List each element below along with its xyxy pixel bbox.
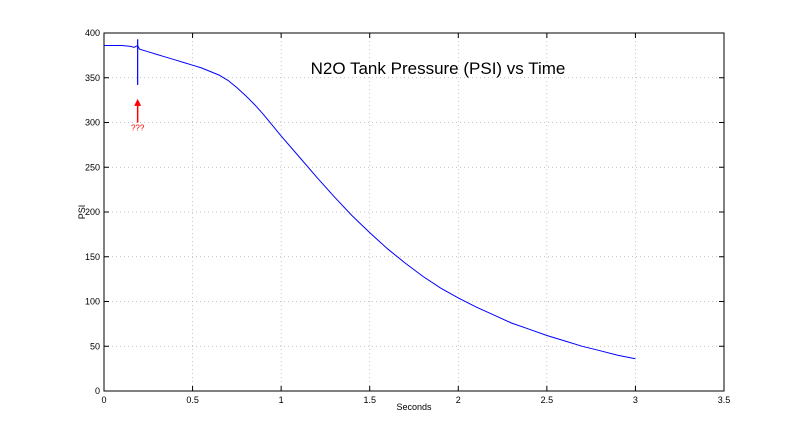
y-tick-label: 350	[85, 73, 100, 83]
chart-title: N2O Tank Pressure (PSI) vs Time	[311, 59, 566, 78]
y-tick-label: 400	[85, 28, 100, 38]
x-tick-label: 1	[279, 395, 284, 405]
x-axis-label: Seconds	[396, 402, 432, 412]
plot-frame	[103, 32, 725, 392]
x-tick-label: 2	[456, 395, 461, 405]
y-tick-label: 0	[95, 386, 100, 396]
x-tick-label: 3.5	[718, 395, 731, 405]
x-tick-label: 1.5	[363, 395, 376, 405]
annotation-text: ???	[131, 124, 145, 133]
y-tick-label: 100	[85, 297, 100, 307]
x-tick-label: 2.5	[541, 395, 554, 405]
y-tick-label: 150	[85, 252, 100, 262]
pressure-line	[104, 44, 636, 360]
y-tick-label: 50	[90, 341, 100, 351]
x-tick-label: 3	[633, 395, 638, 405]
x-tick-label: 0.5	[186, 395, 199, 405]
grid	[104, 33, 724, 391]
y-axis-label: PSI	[77, 205, 87, 220]
x-tick-label: 0	[101, 395, 106, 405]
y-tick-label: 300	[85, 118, 100, 128]
annotation-arrow-head	[134, 98, 142, 106]
tick-labels: 0 0.5 1 1.5 2 2.5 3 3.5 0 50 100 150 200 250 300 350 400	[85, 28, 730, 405]
annotation: ???	[131, 98, 145, 133]
y-tick-label: 250	[85, 162, 100, 172]
y-tick-label: 200	[85, 207, 100, 217]
